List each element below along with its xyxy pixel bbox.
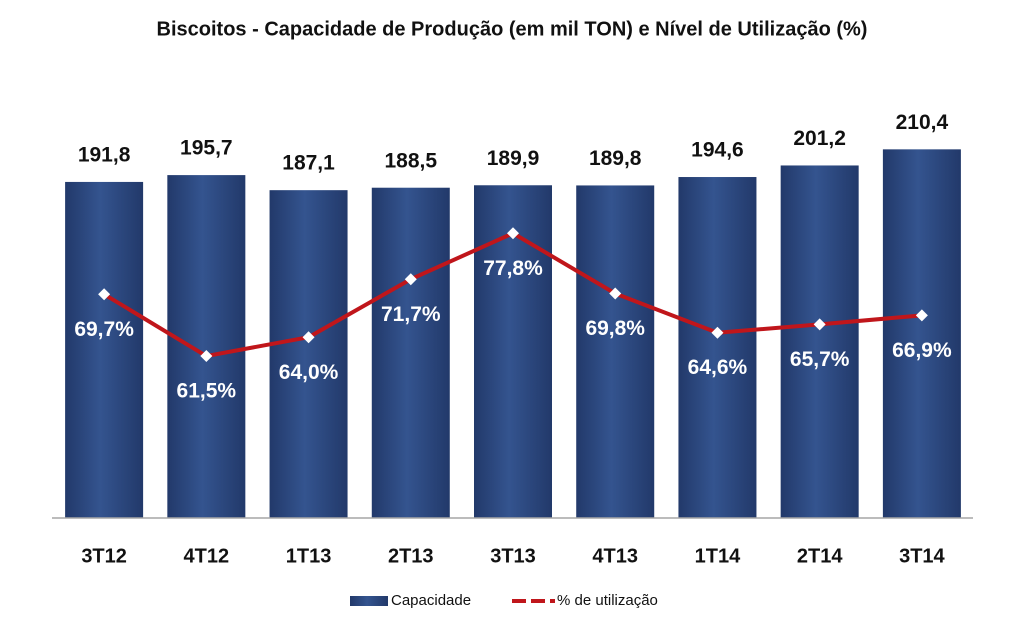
line-value-label: 65,7% [790, 348, 850, 371]
x-tick-label: 3T14 [899, 545, 945, 567]
bar-value-label: 189,8 [589, 147, 642, 170]
legend-label: Capacidade [391, 592, 471, 609]
line-value-label: 61,5% [177, 380, 237, 403]
line-marker [404, 273, 417, 286]
bar-value-label: 201,2 [793, 127, 846, 150]
x-tick-label: 3T13 [490, 545, 536, 567]
bar [576, 185, 655, 519]
line-value-label: 64,0% [279, 361, 339, 384]
bar-value-label: 210,4 [896, 111, 949, 134]
x-tick-label: 2T14 [797, 545, 843, 567]
x-tick-label: 4T13 [592, 545, 638, 567]
line-value-label: 77,8% [483, 257, 543, 280]
line-value-label: 71,7% [381, 303, 441, 326]
legend-swatch [350, 596, 388, 606]
bar [780, 165, 859, 518]
line-value-label: 66,9% [892, 339, 952, 362]
line-marker [609, 287, 622, 300]
chart-title: Biscoitos - Capacidade de Produção (em m… [157, 18, 868, 40]
line-marker [813, 318, 826, 331]
bar [678, 177, 757, 518]
bar-value-label: 188,5 [384, 149, 437, 172]
x-tick-label: 4T12 [184, 545, 230, 567]
x-tick-label: 3T12 [81, 545, 127, 567]
bar [371, 187, 450, 518]
bar-value-label: 194,6 [691, 139, 744, 162]
bar-value-label: 195,7 [180, 137, 233, 160]
x-tick-label: 1T14 [695, 545, 741, 567]
bar [474, 185, 552, 518]
line-value-label: 69,7% [74, 318, 134, 341]
line-marker [711, 326, 724, 339]
line-marker [302, 331, 315, 344]
bar [65, 181, 144, 518]
bar-value-label: 191,8 [78, 143, 131, 166]
bar [882, 149, 961, 519]
line-value-label: 64,6% [688, 356, 748, 379]
x-tick-label: 2T13 [388, 545, 434, 567]
line-marker [507, 227, 519, 240]
bar-value-label: 189,9 [487, 147, 540, 170]
legend-label: % de utilização [557, 592, 658, 609]
bar [269, 190, 348, 518]
line-marker [98, 288, 111, 301]
line-value-label: 69,8% [585, 317, 645, 340]
bar-value-label: 187,1 [282, 152, 335, 175]
x-tick-label: 1T13 [286, 545, 332, 567]
line-marker [200, 350, 213, 363]
bar [167, 175, 246, 519]
line-marker [915, 309, 928, 322]
